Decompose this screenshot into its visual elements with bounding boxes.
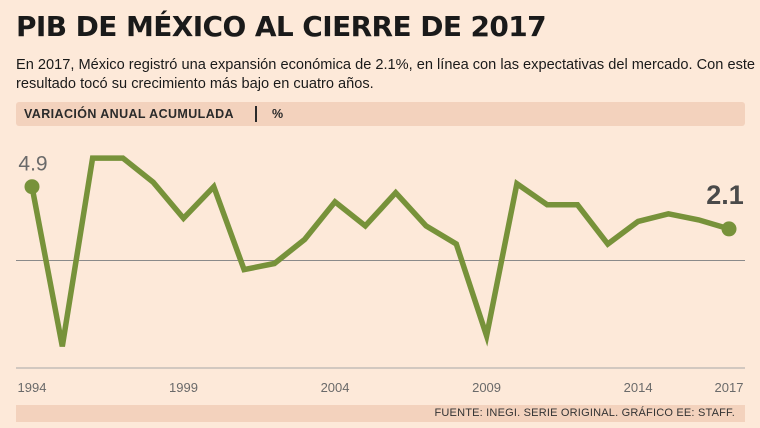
- source-band: FUENTE: INEGI. SERIE ORIGINAL. GRÁFICO E…: [16, 405, 745, 422]
- x-tick-label-1999: 1999: [169, 380, 198, 395]
- last-value-label: 2.1: [706, 180, 744, 210]
- x-tick-label-2017: 2017: [715, 380, 744, 395]
- x-tick-label-1994: 1994: [18, 380, 47, 395]
- source-note: FUENTE: INEGI. SERIE ORIGINAL. GRÁFICO E…: [434, 407, 735, 419]
- band-separator: [255, 106, 257, 122]
- series-line: [29, 155, 730, 347]
- last-point-marker: [721, 221, 737, 237]
- first-value-label: 4.9: [18, 153, 47, 176]
- series-label: VARIACIÓN ANUAL ACUMULADA: [24, 107, 234, 121]
- x-axis-ticks: 1994 1999 2004 2009 2014 2017: [18, 380, 744, 395]
- x-tick-label-2004: 2004: [321, 380, 350, 395]
- series-label-band: VARIACIÓN ANUAL ACUMULADA %: [16, 102, 745, 126]
- first-point-marker: [24, 179, 40, 195]
- x-tick-label-2014: 2014: [624, 380, 653, 395]
- chart-subtitle: En 2017, México registró una expansión e…: [16, 57, 756, 92]
- unit-label: %: [272, 107, 284, 121]
- x-tick-label-2009: 2009: [472, 380, 501, 395]
- line-chart: 1994 1999 2004 2009 2014 2017 4.9 2.1: [16, 153, 745, 395]
- chart-title: PIB DE MÉXICO AL CIERRE DE 2017: [16, 10, 547, 43]
